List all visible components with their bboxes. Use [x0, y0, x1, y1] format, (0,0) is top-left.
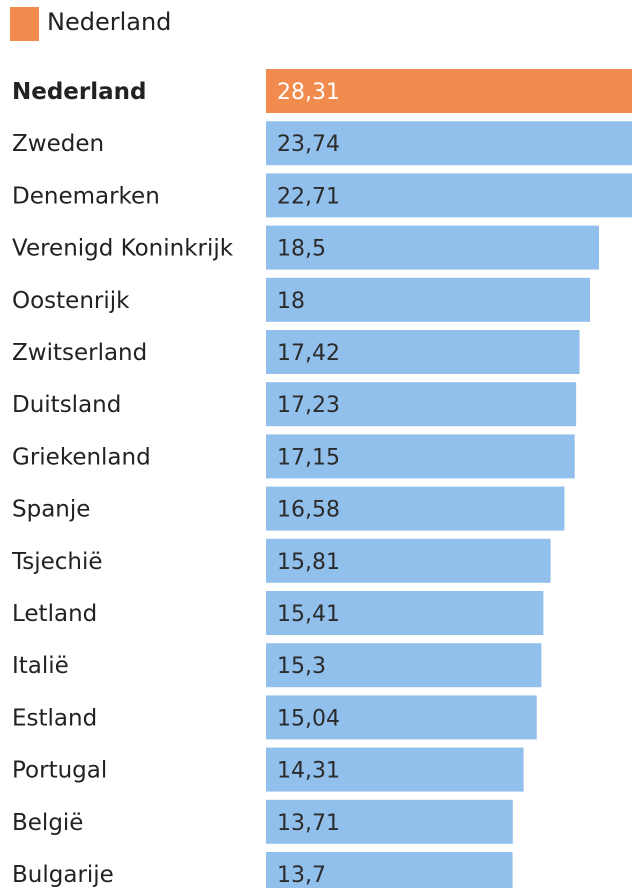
value-label: 16,58: [277, 498, 340, 523]
bar: [266, 225, 599, 270]
bar: [266, 643, 542, 688]
category-label: Letland: [12, 601, 97, 627]
bar: [266, 121, 632, 166]
bar-row-bulgarije: Bulgarije 13,7: [12, 852, 513, 888]
bar-row-griekenland: Griekenland 17,15: [12, 434, 575, 479]
category-label: Verenigd Koninkrijk: [12, 236, 234, 262]
category-label: Griekenland: [12, 444, 151, 470]
bar-row-oostenrijk: Oostenrijk 18: [12, 277, 590, 322]
bar: [266, 852, 513, 888]
value-label: 15,41: [277, 602, 340, 627]
category-label: Bulgarije: [12, 862, 114, 888]
bar: [266, 69, 632, 113]
bar: [266, 747, 524, 792]
value-label: 18: [277, 289, 305, 314]
category-label: Zweden: [12, 131, 104, 157]
category-label: Spanje: [12, 497, 90, 523]
value-label: 17,15: [277, 445, 340, 470]
category-label: Portugal: [12, 758, 107, 784]
category-label: Oostenrijk: [12, 288, 130, 314]
bar: [266, 486, 565, 531]
bar-row-letland: Letland 15,41: [12, 591, 544, 635]
value-label: 28,31: [277, 80, 340, 105]
value-label: 15,3: [277, 654, 326, 679]
bar: [266, 173, 632, 218]
bar: [266, 434, 575, 479]
category-label: Denemarken: [12, 183, 160, 209]
bar: [266, 330, 580, 374]
bar-row-duitsland: Duitsland 17,23: [12, 382, 577, 427]
value-label: 13,7: [277, 863, 326, 888]
value-label: 18,5: [277, 237, 326, 262]
value-label: 22,71: [277, 184, 340, 209]
category-label: Duitsland: [12, 392, 121, 418]
legend-swatch: [10, 7, 39, 41]
bar-row-nederland: Nederland 28,31: [12, 69, 632, 113]
bar-rows: Nederland 28,31 Zweden 23,74 Denemarken 22,71…: [11, 69, 632, 888]
category-label: Zwitserland: [12, 340, 147, 366]
legend-label: Nederland: [47, 8, 171, 36]
value-label: 13,71: [277, 811, 340, 836]
bar: [266, 591, 544, 635]
bar-row-zweden: Zweden 23,74: [12, 121, 632, 166]
value-label: 14,31: [277, 759, 340, 784]
category-label: Italië: [12, 653, 69, 679]
bar-row-zwitserland: Zwitserland 17,42: [12, 330, 580, 374]
bar-row-belgie: België 13,71: [12, 799, 513, 844]
bar: [266, 695, 537, 740]
bar-row-tsjechie: Tsjechië 15,81: [11, 538, 551, 583]
value-label: 15,81: [277, 550, 340, 575]
value-label: 17,23: [277, 393, 340, 418]
category-label: België: [12, 810, 83, 836]
value-label: 15,04: [277, 706, 340, 731]
bar: [266, 277, 590, 322]
value-label: 23,74: [277, 132, 340, 157]
category-label: Estland: [12, 705, 97, 731]
bar-row-verenigd-koninkrijk: Verenigd Koninkrijk 18,5: [12, 225, 599, 270]
bar: [266, 799, 513, 844]
bar: [266, 382, 577, 427]
bar-row-portugal: Portugal 14,31: [12, 747, 524, 792]
bar-row-italie: Italië 15,3: [12, 643, 542, 688]
bar-row-spanje: Spanje 16,58: [12, 486, 565, 531]
legend: Nederland: [10, 7, 171, 41]
category-label: Tsjechië: [11, 549, 103, 575]
category-label: Nederland: [12, 79, 147, 105]
bar: [266, 538, 551, 583]
bar-row-denemarken: Denemarken 22,71: [12, 173, 632, 218]
value-label: 17,42: [277, 341, 340, 366]
bar-row-estland: Estland 15,04: [12, 695, 537, 740]
